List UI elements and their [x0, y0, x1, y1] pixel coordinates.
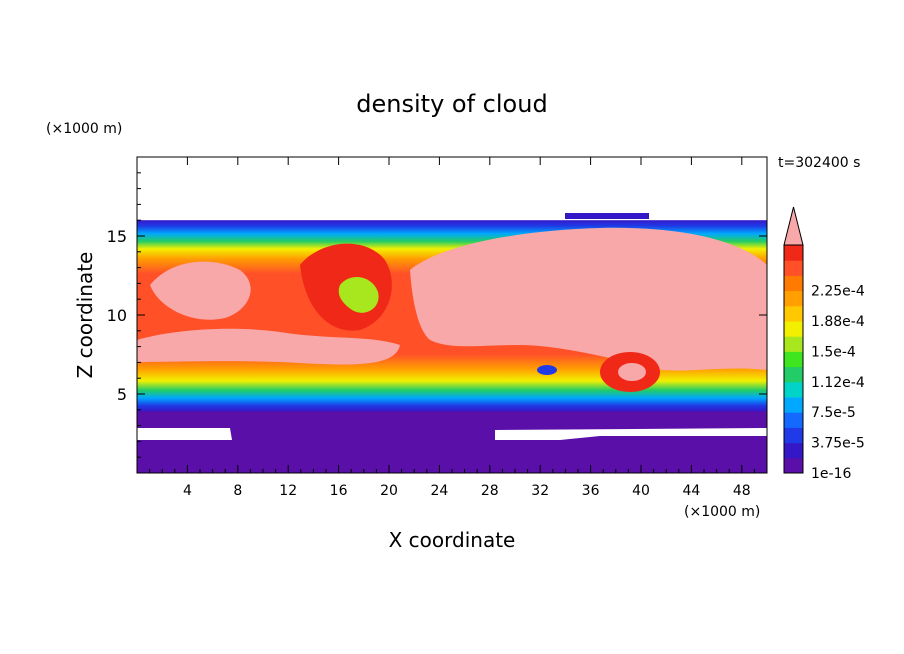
- clear-gap-left: [137, 428, 232, 440]
- y-tick-label: 15: [107, 227, 127, 246]
- colorbar-extend-arrow: [783, 206, 804, 246]
- colorbar-swatch: [784, 321, 803, 337]
- x-tick-label: 36: [582, 483, 600, 499]
- x-tick-label: 44: [682, 483, 700, 499]
- chart-title: density of cloud: [356, 90, 547, 118]
- x-tick-label: 28: [481, 483, 499, 499]
- x-unit-label: (×1000 m): [684, 504, 760, 520]
- colorbar-swatch: [784, 305, 803, 322]
- colorbar: 1e-16 3.75e-5 7.5e-5 1.12e-4 1.5e-4 1.88e-4 2.…: [783, 206, 865, 482]
- x-tick-label: 48: [733, 483, 751, 499]
- colorbar-swatch: [784, 275, 803, 292]
- x-tick-label: 4: [183, 483, 192, 499]
- colorbar-swatch: [784, 260, 803, 276]
- lower-cloud-layer: [137, 401, 767, 473]
- x-tick-label: 40: [632, 483, 650, 499]
- y-tick-label: 10: [107, 306, 127, 325]
- x-tick-label: 8: [233, 483, 242, 499]
- lower-eddy-center: [618, 363, 646, 381]
- x-tick-label: 24: [430, 483, 448, 499]
- core-swirl-left: [150, 261, 251, 320]
- core-right: [410, 227, 767, 371]
- colorbar-frame: [783, 244, 804, 474]
- colorbar-swatch: [784, 381, 803, 398]
- y-unit-label: (×1000 m): [46, 121, 122, 137]
- colorbar-swatch: [784, 245, 803, 261]
- x-tick-label: 32: [531, 483, 549, 499]
- colorbar-swatch: [784, 442, 803, 459]
- colorbar-label: 1e-16: [811, 466, 851, 482]
- density-field: [137, 157, 767, 473]
- colorbar-label: 1.88e-4: [811, 314, 865, 330]
- clear-gap-right: [495, 428, 767, 440]
- x-axis-label: X coordinate: [389, 528, 516, 552]
- colorbar-label: 3.75e-5: [811, 436, 865, 452]
- colorbar-swatch: [784, 366, 803, 383]
- swirl-eye: [338, 276, 379, 313]
- colorbar-swatch: [784, 351, 803, 368]
- core-left: [137, 328, 400, 365]
- time-label: t=302400 s: [778, 155, 860, 171]
- colorbar-label: 1.12e-4: [811, 375, 865, 391]
- y-axis-ticks: 5 10 15: [107, 172, 767, 458]
- colorbar-swatch: [784, 457, 803, 474]
- x-tick-label: 16: [330, 483, 348, 499]
- colorbar-label: 2.25e-4: [811, 284, 865, 300]
- colorbar-label: 1.5e-4: [811, 344, 856, 360]
- x-axis-ticks: 4 8 12 16 20 24 28 32 36 40 44 48: [149, 157, 755, 499]
- x-tick-label: 12: [279, 483, 297, 499]
- colorbar-label: 7.5e-5: [811, 405, 856, 421]
- colorbar-swatch: [784, 397, 803, 413]
- y-tick-label: 5: [117, 385, 127, 404]
- colorbar-swatch: [784, 427, 803, 444]
- colorbar-swatch: [784, 290, 803, 307]
- y-axis-label: Z coordinate: [73, 252, 97, 379]
- blue-pocket: [537, 365, 557, 375]
- cloud-top-bump: [565, 213, 649, 219]
- colorbar-swatch: [784, 336, 803, 352]
- x-tick-label: 20: [380, 483, 398, 499]
- colorbar-swatch: [784, 412, 803, 428]
